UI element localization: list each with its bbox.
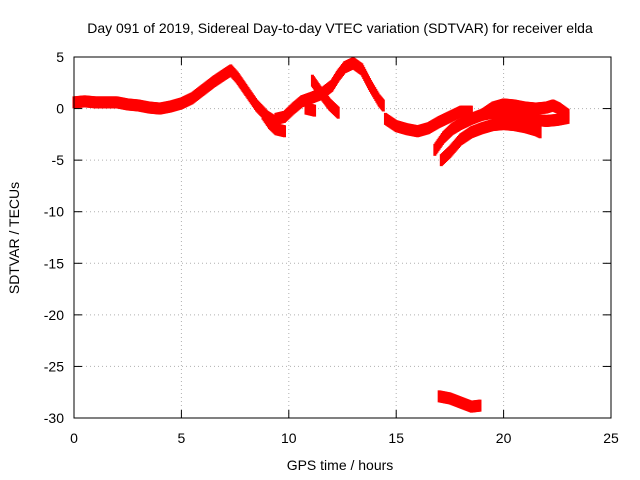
data-points — [72, 57, 570, 413]
series-arc-d — [310, 74, 340, 119]
data-point — [381, 99, 385, 112]
data-point — [336, 106, 340, 119]
series-arc-k — [437, 390, 482, 413]
x-tick-label: 25 — [603, 430, 619, 446]
data-point — [313, 104, 317, 117]
series-arc-a — [72, 64, 276, 127]
series-arc-b — [261, 107, 287, 138]
y-tick-label: -10 — [44, 204, 64, 220]
x-axis-label: GPS time / hours — [287, 457, 394, 473]
y-tick-label: -25 — [44, 358, 64, 374]
x-tick-label: 5 — [178, 430, 186, 446]
series-arc-i — [480, 98, 570, 121]
x-axis: 0 5 10 15 20 25 — [70, 57, 619, 446]
y-tick-label: 5 — [56, 49, 64, 65]
data-point — [566, 111, 570, 124]
y-tick-label: 0 — [56, 101, 64, 117]
chart-title: Day 091 of 2019, Sidereal Day-to-day VTE… — [87, 20, 593, 36]
y-axis-label: SDTVAR / TECUs — [6, 182, 22, 294]
data-point — [283, 125, 287, 138]
series-arc-e — [304, 102, 317, 117]
y-tick-label: -30 — [44, 410, 64, 426]
x-tick-label: 10 — [281, 430, 297, 446]
data-point — [478, 399, 482, 412]
x-tick-label: 15 — [388, 430, 404, 446]
x-tick-label: 20 — [496, 430, 512, 446]
y-tick-label: -20 — [44, 307, 64, 323]
series-arc-h — [439, 118, 542, 167]
series-arc-f — [383, 105, 473, 138]
series-arc-j — [491, 109, 570, 127]
y-axis: 5 0 -5 -10 -15 -20 -25 -30 — [44, 49, 611, 426]
y-tick-label: -5 — [52, 152, 65, 168]
plot-frame — [73, 56, 612, 419]
data-point — [469, 105, 473, 118]
x-tick-label: 0 — [70, 430, 78, 446]
data-point — [538, 126, 542, 139]
y-tick-label: -15 — [44, 255, 64, 271]
